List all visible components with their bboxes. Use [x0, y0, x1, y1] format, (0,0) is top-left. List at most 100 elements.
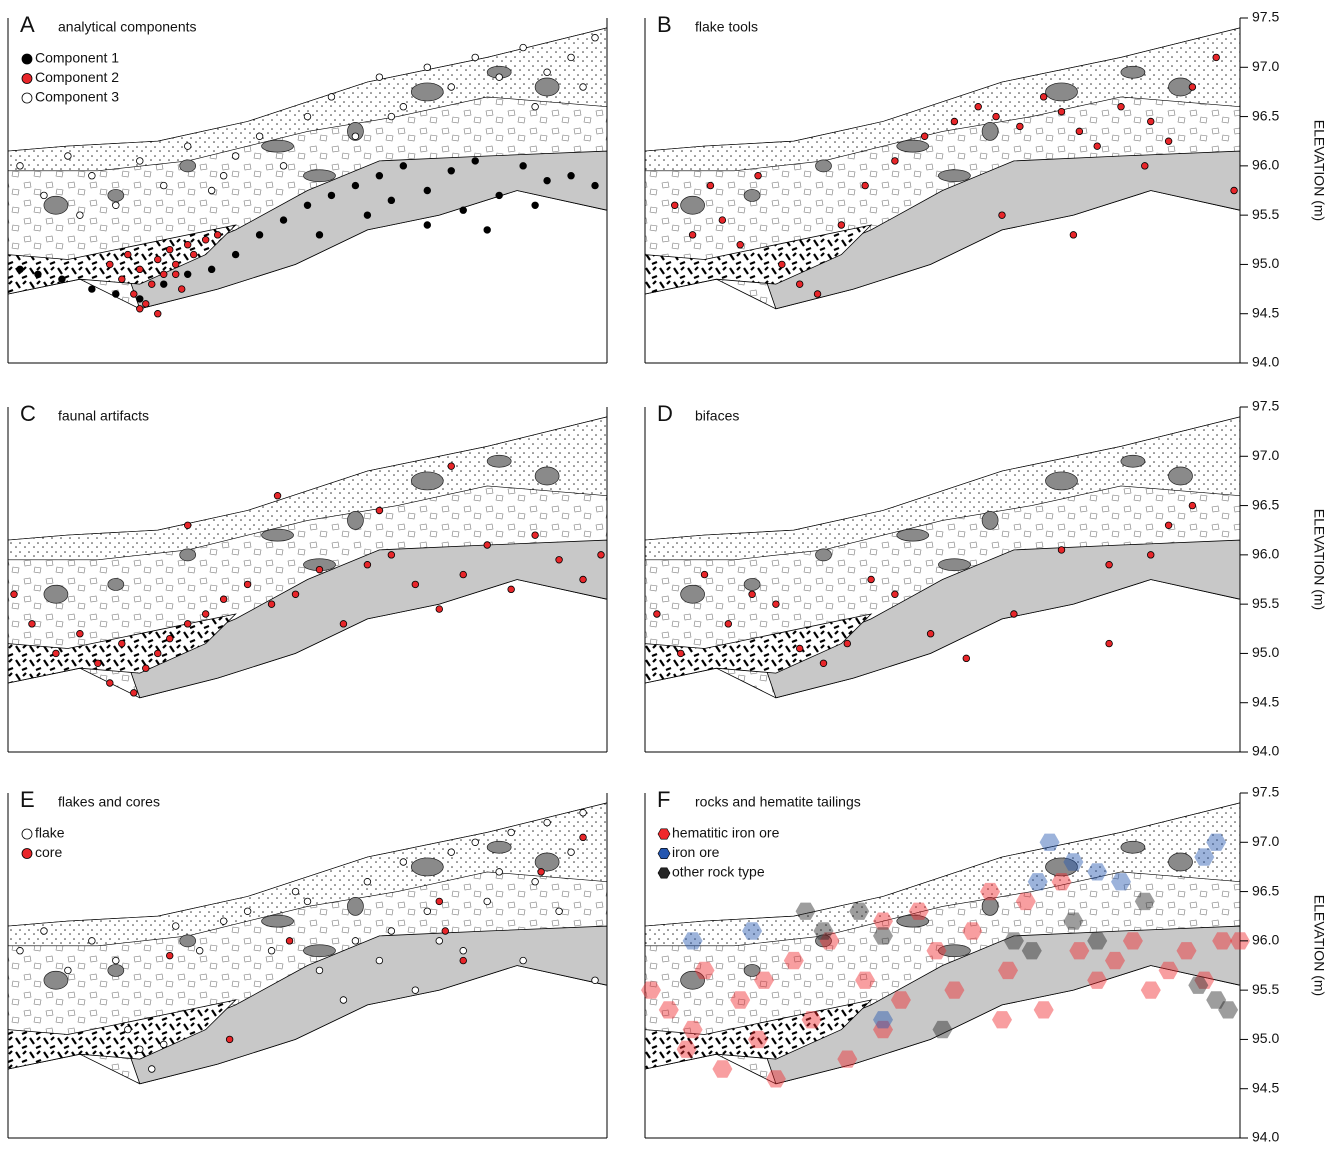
rock: [897, 529, 929, 541]
rock: [1046, 472, 1078, 490]
data-point: [496, 192, 503, 199]
data-point: [154, 256, 161, 263]
y-tick-label: 95.0: [1252, 644, 1279, 660]
rock: [816, 160, 832, 172]
data-point: [41, 192, 48, 199]
data-point: [844, 640, 851, 647]
panel-title: rocks and hematite tailings: [695, 794, 861, 810]
rock: [681, 585, 705, 603]
data-point: [598, 552, 605, 559]
data-point: [286, 938, 293, 945]
data-point: [544, 177, 551, 184]
panel-title: analytical components: [58, 19, 197, 35]
data-point: [220, 172, 227, 179]
data-point: [1094, 143, 1101, 150]
data-point: [544, 819, 551, 826]
panel-letter: E: [20, 787, 35, 812]
legend-marker: [22, 54, 32, 64]
rock: [347, 511, 363, 529]
data-point: [472, 54, 479, 61]
y-tick-label: 97.0: [1252, 447, 1279, 463]
panel-title: flakes and cores: [58, 794, 160, 810]
data-point: [11, 591, 18, 598]
data-point: [208, 187, 215, 194]
data-point: [424, 187, 431, 194]
y-tick-label: 94.5: [1252, 1079, 1279, 1095]
data-point: [1118, 103, 1125, 110]
data-point: [1106, 561, 1113, 568]
data-point: [136, 305, 143, 312]
data-point: [184, 143, 191, 150]
y-tick-label: 94.5: [1252, 304, 1279, 320]
rock: [744, 578, 760, 590]
y-tick-label: 95.5: [1252, 595, 1279, 611]
data-point: [89, 172, 96, 179]
data-point: [424, 908, 431, 915]
data-point: [376, 957, 383, 964]
rock: [1169, 853, 1193, 871]
data-point: [538, 869, 545, 876]
data-hexagon: [1141, 982, 1161, 999]
data-point: [376, 507, 383, 514]
data-point: [1070, 232, 1077, 239]
data-point: [993, 113, 1000, 120]
rock: [744, 189, 760, 201]
data-point: [1058, 108, 1065, 115]
data-point: [951, 118, 958, 125]
data-point: [364, 878, 371, 885]
data-point: [436, 898, 443, 905]
legend-marker: [22, 849, 32, 859]
data-point: [472, 839, 479, 846]
rock: [180, 160, 196, 172]
data-point: [580, 809, 587, 816]
data-point: [532, 532, 539, 539]
panel-title: bifaces: [695, 408, 739, 424]
legend-label: hematitic iron ore: [672, 825, 780, 841]
data-point: [448, 84, 455, 91]
data-point: [580, 84, 587, 91]
panel-letter: B: [657, 12, 672, 37]
data-point: [568, 54, 575, 61]
rock: [681, 196, 705, 214]
data-point: [592, 34, 599, 41]
data-point: [196, 947, 203, 954]
data-point: [136, 296, 143, 303]
data-point: [53, 650, 60, 657]
data-point: [65, 967, 72, 974]
rock: [347, 897, 363, 915]
data-point: [472, 158, 479, 165]
data-point: [89, 286, 96, 293]
rock: [1121, 455, 1145, 467]
rock: [303, 945, 335, 957]
data-point: [544, 69, 551, 76]
data-point: [484, 542, 491, 549]
data-point: [436, 606, 443, 613]
data-point: [814, 291, 821, 298]
data-point: [779, 261, 786, 268]
data-point: [436, 938, 443, 945]
data-point: [142, 665, 149, 672]
rock: [262, 140, 294, 152]
data-point: [520, 163, 527, 170]
data-point: [400, 103, 407, 110]
legend-marker: [22, 93, 32, 103]
data-point: [184, 241, 191, 248]
data-point: [364, 561, 371, 568]
data-point: [1147, 118, 1154, 125]
data-point: [556, 908, 563, 915]
rock: [897, 140, 929, 152]
data-point: [1231, 187, 1238, 194]
panel-letter: A: [20, 12, 35, 37]
y-tick-label: 94.0: [1252, 743, 1279, 759]
data-point: [484, 227, 491, 234]
data-point: [77, 630, 84, 637]
data-point: [340, 997, 347, 1004]
data-point: [460, 957, 467, 964]
y-tick-label: 94.0: [1252, 1129, 1279, 1145]
data-point: [921, 133, 928, 140]
y-tick-label: 97.5: [1252, 9, 1279, 25]
data-point: [388, 113, 395, 120]
data-point: [496, 74, 503, 81]
y-tick-label: 97.5: [1252, 784, 1279, 800]
